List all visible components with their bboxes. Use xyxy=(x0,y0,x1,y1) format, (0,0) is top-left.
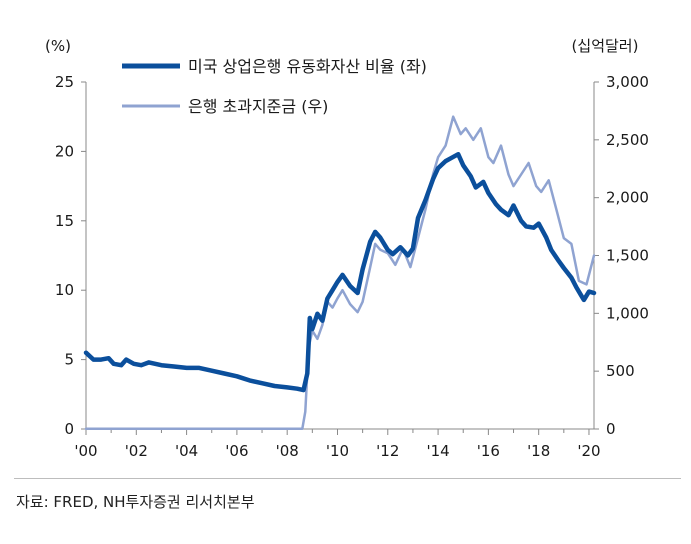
x-tick-label: '04 xyxy=(175,442,198,460)
legend-label-secondary: 은행 초과지준금 (우) xyxy=(188,97,328,116)
legend: 미국 상업은행 유동화자산 비율 (좌) 은행 초과지준금 (우) xyxy=(122,57,427,116)
left-tick-label: 25 xyxy=(55,73,74,91)
x-tick-label: '10 xyxy=(326,442,349,460)
series-layer xyxy=(83,115,597,431)
left-tick-label: 0 xyxy=(64,420,74,438)
x-tick-label: '14 xyxy=(426,442,449,460)
x-tick-label: '18 xyxy=(527,442,550,460)
left-tick-label: 15 xyxy=(55,212,74,230)
right-tick-label: 2,500 xyxy=(606,131,649,149)
left-tick-label: 10 xyxy=(55,281,74,299)
right-tick-label: 500 xyxy=(606,362,635,380)
right-tick-label: 1,500 xyxy=(606,247,649,265)
x-tick-label: '12 xyxy=(376,442,399,460)
right-tick-label: 2,000 xyxy=(606,189,649,207)
left-tick-label: 20 xyxy=(55,142,74,160)
ticks-layer: 0 5 10 15 20 25 0 500 1,000 1,500 2,000 2,500 3,000 '… xyxy=(55,73,649,460)
x-tick-label: '16 xyxy=(477,442,500,460)
right-tick-label: 1,000 xyxy=(606,304,649,322)
x-tick-label: '20 xyxy=(577,442,600,460)
right-unit-label: (십억달러) xyxy=(572,37,639,55)
legend-label-primary: 미국 상업은행 유동화자산 비율 (좌) xyxy=(188,57,427,76)
x-tick-label: '06 xyxy=(225,442,248,460)
x-tick-label: '08 xyxy=(276,442,299,460)
x-tick-label: '00 xyxy=(74,442,97,460)
x-tick-label: '02 xyxy=(125,442,148,460)
right-tick-label: 3,000 xyxy=(606,73,649,91)
left-tick-label: 5 xyxy=(64,351,74,369)
source-divider xyxy=(14,478,681,479)
left-unit-label: (%) xyxy=(45,37,71,55)
right-tick-label: 0 xyxy=(606,420,616,438)
series-line-liquid-asset-ratio xyxy=(83,151,597,393)
source-note: 자료: FRED, NH투자증권 리서치본부 xyxy=(16,493,255,511)
series-line-excess-reserves xyxy=(84,115,596,431)
